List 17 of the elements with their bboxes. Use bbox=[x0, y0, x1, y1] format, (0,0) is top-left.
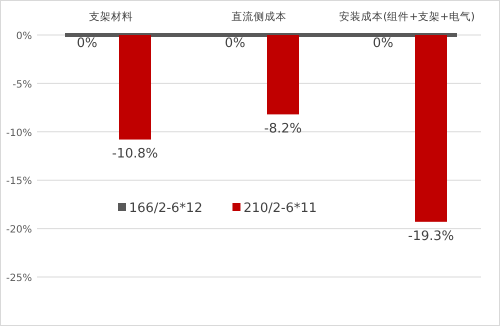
legend-label: 166/2-6*12 bbox=[129, 201, 202, 216]
data-label: -19.3% bbox=[408, 228, 454, 244]
y-tick-label: -15% bbox=[6, 176, 32, 188]
x-tick-label: 支架材料 bbox=[89, 10, 133, 23]
legend-label: 210/2-6*11 bbox=[243, 201, 317, 216]
y-tick-label: -10% bbox=[6, 128, 32, 139]
data-label: 0% bbox=[372, 36, 394, 51]
data-label: 0% bbox=[76, 36, 98, 51]
y-tick-label: -5% bbox=[12, 79, 32, 90]
data-label: -10.8% bbox=[112, 146, 158, 162]
x-tick-label: 安装成本(组件+支架+电气) bbox=[339, 10, 475, 23]
y-tick-label: 0% bbox=[16, 31, 32, 42]
x-tick-label: 直流侧成本 bbox=[232, 10, 286, 23]
y-tick-label: -25% bbox=[6, 273, 32, 284]
y-tick-label: -20% bbox=[6, 224, 32, 236]
data-label: -8.2% bbox=[264, 121, 302, 136]
data-label: 0% bbox=[224, 36, 246, 51]
